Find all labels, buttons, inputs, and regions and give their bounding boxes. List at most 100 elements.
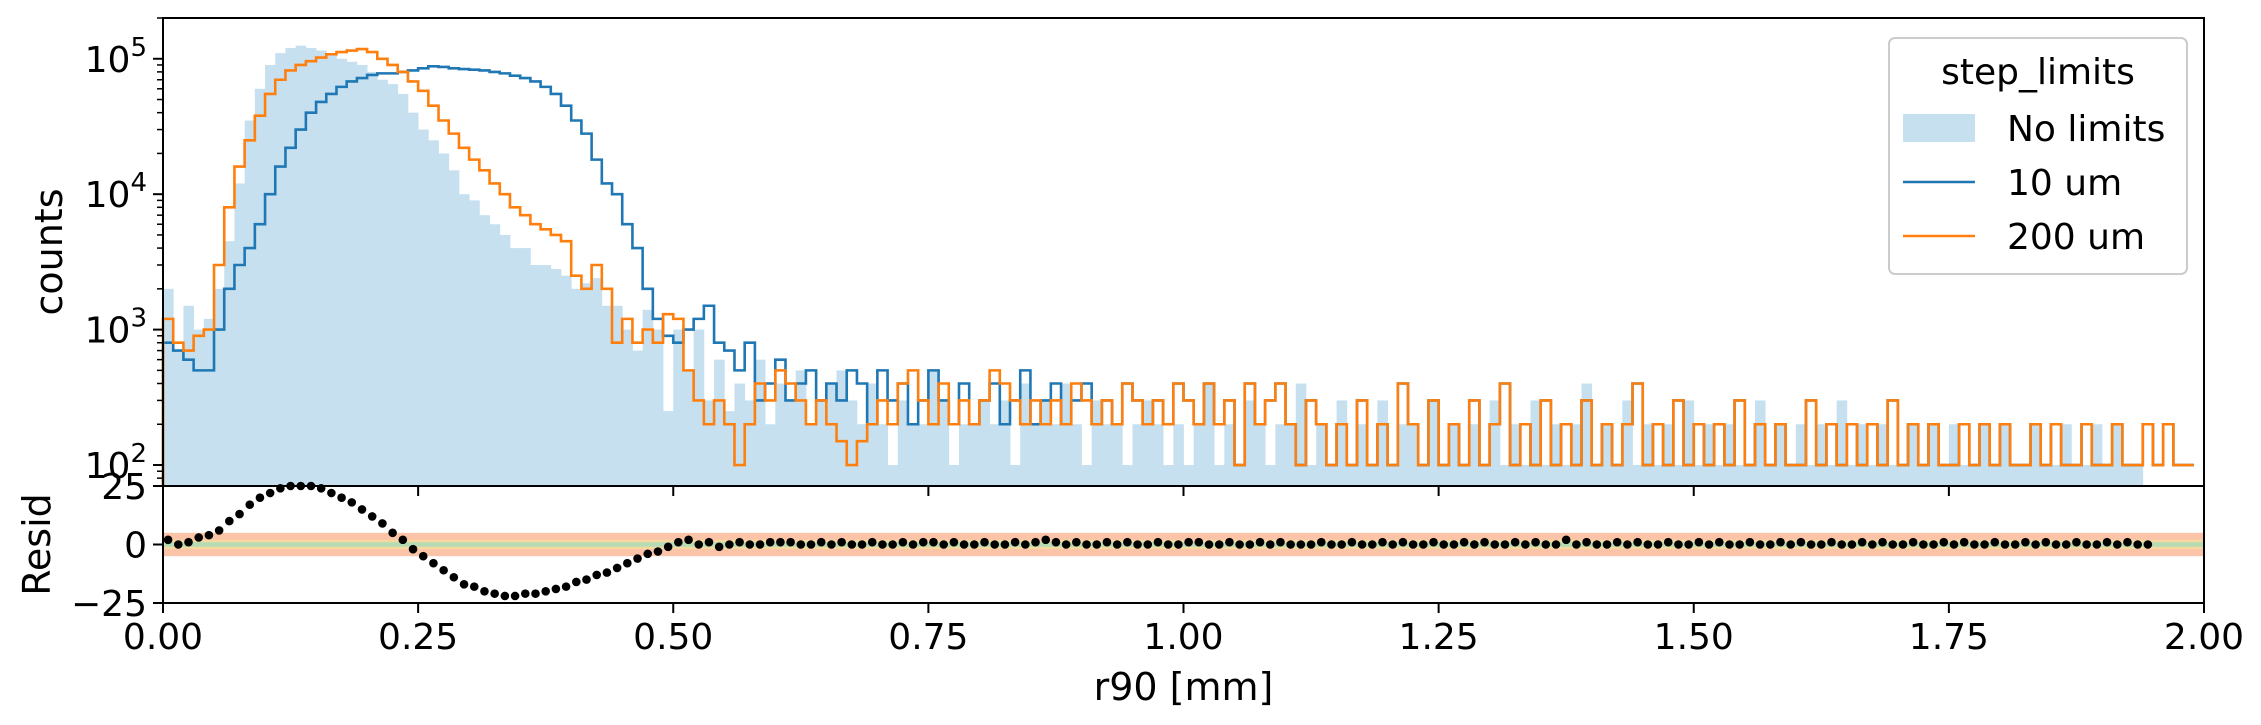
residual-point xyxy=(1490,540,1500,549)
no-limits-bar xyxy=(1305,465,1317,486)
residual-point xyxy=(2061,540,2071,549)
residual-point xyxy=(1470,540,1479,549)
no-limits-bar xyxy=(846,400,858,486)
no-limits-bar xyxy=(1846,465,1858,486)
no-limits-bar xyxy=(2132,465,2144,486)
no-limits-bar xyxy=(458,194,470,486)
no-limits-bar xyxy=(2040,465,2052,486)
no-limits-bar xyxy=(1173,424,1184,486)
no-limits-bar xyxy=(1183,465,1195,486)
no-limits-bar xyxy=(1459,465,1470,486)
x-axis-title: r90 [mm] xyxy=(1094,665,1274,709)
no-limits-bar xyxy=(1867,465,1878,486)
main-y-tick-label: 105 xyxy=(85,33,147,81)
residual-point xyxy=(1092,540,1102,549)
residual-point xyxy=(1980,540,1989,549)
no-limits-bar xyxy=(1336,400,1348,486)
residual-point xyxy=(388,528,397,538)
residual-point xyxy=(2010,540,2020,549)
residual-point xyxy=(888,540,897,549)
no-limits-bar xyxy=(2020,465,2031,486)
residual-point xyxy=(1510,537,1520,547)
no-limits-bar xyxy=(683,370,695,486)
residual-point xyxy=(459,579,469,589)
no-limits-bar xyxy=(499,234,511,486)
no-limits-bar xyxy=(1112,424,1123,486)
no-limits-bar xyxy=(2050,465,2062,486)
residual-point xyxy=(908,540,918,549)
no-limits-bar xyxy=(1816,424,1827,486)
no-limits-bar xyxy=(163,288,174,486)
no-limits-bar xyxy=(969,424,980,486)
residual-point xyxy=(1306,540,1316,549)
residual-point xyxy=(1868,540,1877,549)
no-limits-bar xyxy=(1489,400,1501,486)
residual-point xyxy=(1806,540,1816,549)
residual-point xyxy=(398,535,408,545)
no-limits-bar xyxy=(1377,400,1388,486)
residual-point xyxy=(2000,540,2010,549)
main-y-axis-title: counts xyxy=(27,188,71,315)
residual-point xyxy=(1021,540,1030,549)
residual-point xyxy=(184,537,193,547)
residual-point xyxy=(378,519,387,528)
no-limits-bar xyxy=(601,305,613,486)
no-limits-bar xyxy=(1642,424,1654,486)
no-limits-bar xyxy=(673,329,684,486)
no-limits-bar xyxy=(2061,424,2072,486)
x-tick-label: 1.25 xyxy=(1399,617,1479,658)
no-limits-bar xyxy=(1785,465,1797,486)
residual-point xyxy=(1245,540,1255,549)
no-limits-bar xyxy=(826,383,837,486)
no-limits-bar xyxy=(1520,465,1531,486)
no-limits-bar xyxy=(1285,424,1297,486)
residual-point xyxy=(1653,540,1663,549)
legend-title: step_limits xyxy=(1941,52,2135,93)
residual-point xyxy=(2051,540,2061,549)
no-limits-bar xyxy=(928,370,939,486)
residual-point xyxy=(1367,540,1377,549)
residual-point xyxy=(1031,537,1040,547)
residual-point xyxy=(572,577,581,587)
no-limits-bar xyxy=(581,283,593,486)
no-limits-bar xyxy=(1887,465,1899,486)
no-limits-bar xyxy=(1254,424,1266,486)
residual-point xyxy=(490,589,499,598)
residual-point xyxy=(2041,537,2051,547)
residual-point xyxy=(1776,537,1785,547)
no-limits-bar xyxy=(1693,465,1705,486)
no-limits-bar xyxy=(816,400,827,486)
no-limits-bar xyxy=(367,71,378,487)
no-limits-bar xyxy=(530,264,541,486)
no-limits-bar xyxy=(540,264,552,486)
no-limits-bar xyxy=(234,183,246,486)
residual-point xyxy=(898,537,908,547)
residual-point xyxy=(1765,540,1775,549)
residual-point xyxy=(204,530,214,540)
no-limits-bar xyxy=(642,309,654,486)
no-limits-bar xyxy=(377,79,388,486)
residual-point xyxy=(1061,540,1071,549)
no-limits-bar xyxy=(1142,400,1154,486)
residual-point xyxy=(1337,540,1346,549)
residual-point xyxy=(1265,540,1275,549)
residual-point xyxy=(1174,540,1183,549)
residual-point xyxy=(561,582,571,591)
residual-point xyxy=(235,509,244,519)
x-tick-label: 1.75 xyxy=(1909,617,1989,658)
no-limits-bar xyxy=(1418,465,1429,486)
x-tick-label: 0.25 xyxy=(378,617,458,658)
no-limits-bar xyxy=(1652,465,1664,486)
no-limits-bar xyxy=(224,241,235,486)
no-limits-bar xyxy=(836,370,848,486)
residual-point xyxy=(1561,535,1571,545)
no-limits-bar xyxy=(173,350,184,486)
no-limits-bar xyxy=(877,424,888,486)
residual-point xyxy=(1194,537,1204,547)
no-limits-bar xyxy=(1020,383,1031,486)
residual-point xyxy=(1817,540,1826,549)
no-limits-bar xyxy=(1571,424,1582,486)
no-limits-bar xyxy=(1938,465,1950,486)
